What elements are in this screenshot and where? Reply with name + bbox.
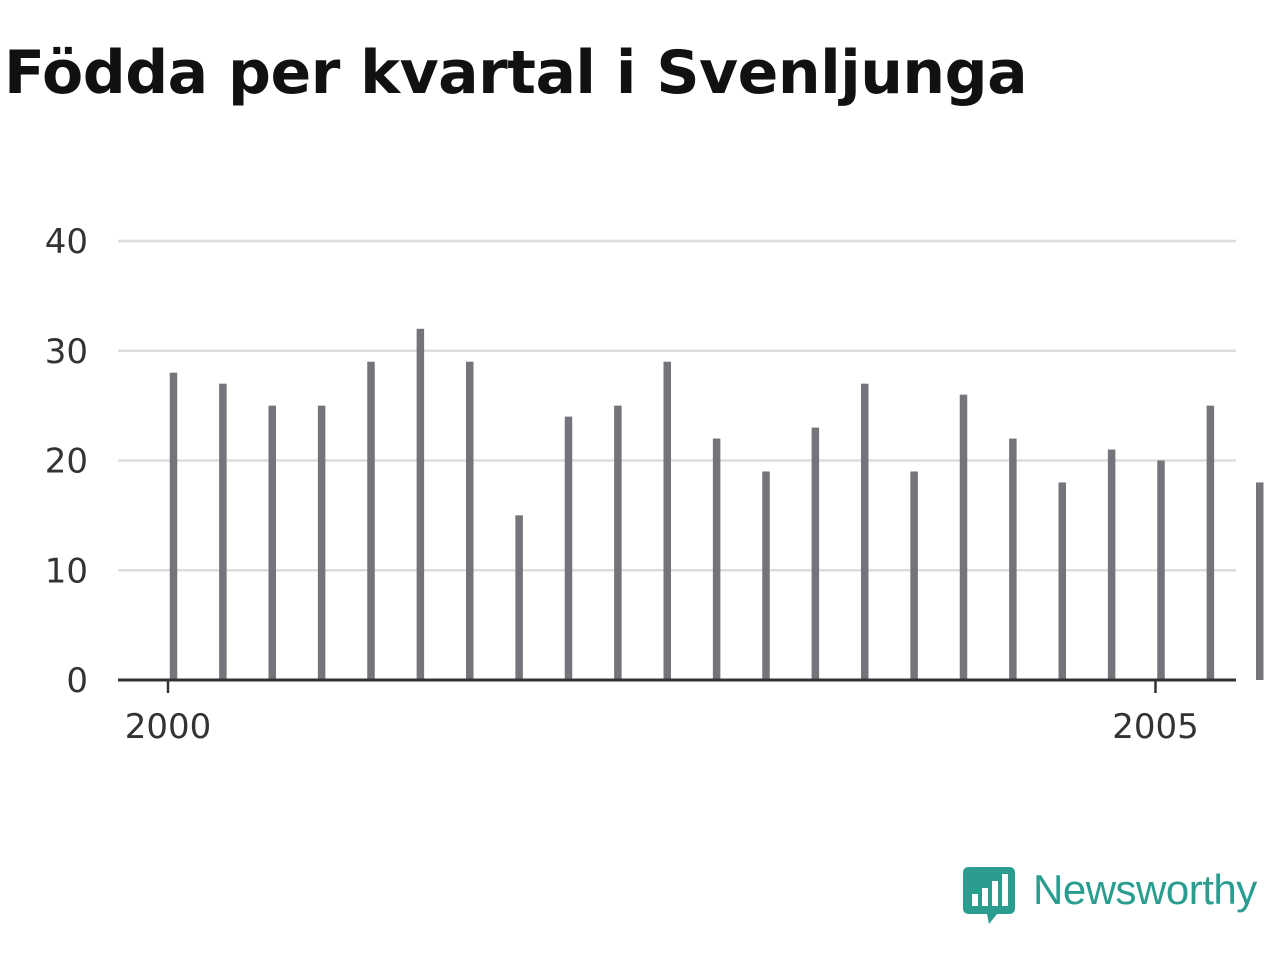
y-tick-label: 40 — [45, 222, 88, 262]
bar — [317, 405, 326, 680]
bars — [169, 328, 1264, 680]
bar — [169, 372, 178, 680]
bar — [1206, 405, 1215, 680]
bar — [811, 427, 820, 680]
bar — [268, 405, 276, 680]
bar — [367, 361, 375, 680]
chart-title: Födda per kvartal i Svenljunga — [4, 38, 1028, 108]
x-axis: 200020052010201520202025 — [118, 678, 1236, 747]
bar — [1157, 460, 1165, 680]
y-tick-label: 20 — [45, 442, 88, 482]
bar — [663, 361, 671, 680]
bar — [762, 471, 770, 680]
bar — [515, 515, 523, 680]
bar — [1058, 482, 1066, 680]
bar — [1256, 482, 1264, 680]
y-tick-label: 10 — [45, 551, 88, 591]
bar — [959, 394, 968, 680]
gridlines — [118, 239, 1236, 572]
newsworthy-icon — [963, 867, 1015, 924]
bar — [1107, 449, 1116, 680]
bar — [910, 471, 918, 680]
bar — [861, 383, 869, 680]
y-tick-label: 30 — [45, 332, 88, 372]
bar — [564, 416, 573, 680]
brand-name: Newsworthy — [1033, 866, 1257, 913]
bar — [1009, 438, 1017, 680]
bar — [712, 438, 721, 680]
y-axis-ticks: 0 10 20 30 40 — [45, 222, 88, 701]
x-tick-label: 2000 — [125, 707, 212, 747]
y-tick-label: 0 — [66, 661, 88, 701]
bar — [614, 405, 622, 680]
bar — [466, 361, 474, 680]
x-tick-label: 2005 — [1112, 707, 1199, 747]
bar — [416, 328, 425, 680]
bar — [219, 383, 227, 680]
newsworthy-logo: Newsworthy — [963, 864, 1257, 928]
